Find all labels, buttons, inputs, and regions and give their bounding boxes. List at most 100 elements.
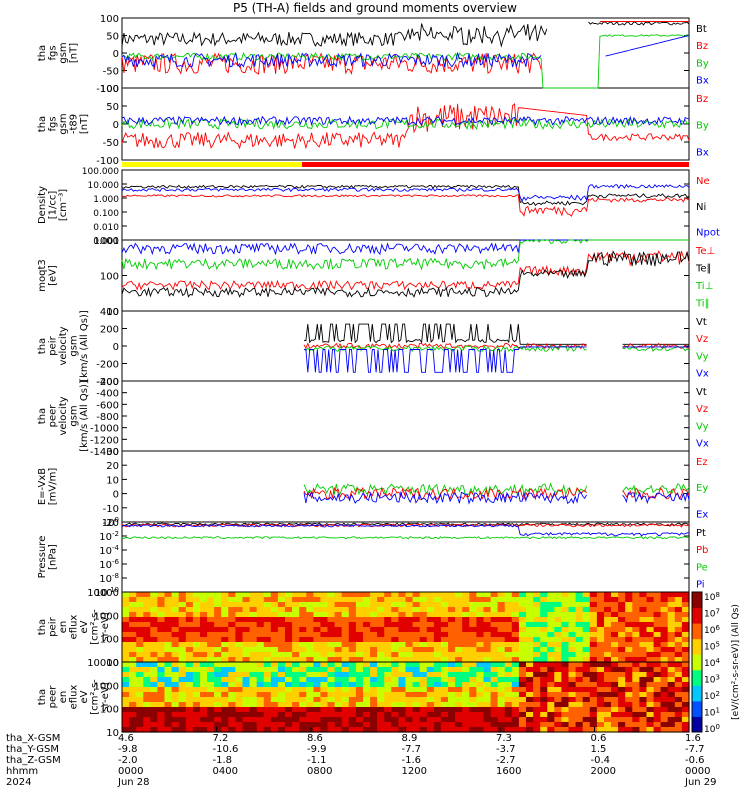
spectrogram-cell [122,707,130,713]
spectrogram-cell [192,717,201,723]
spectrogram-cell [285,722,293,728]
spectrogram-cell [681,672,690,678]
spectrogram-cell [256,657,265,663]
spectrogram-cell [398,627,407,633]
spectrogram-cell [150,717,158,723]
spectrogram-cell [533,682,541,688]
spectrogram-cell [611,617,619,623]
spectrogram-cell [582,702,591,708]
spectrogram-cell [405,667,414,673]
spectrogram-cell [263,607,272,613]
ytick-label: 10.000 [88,181,120,191]
spectrogram-cell [405,607,414,613]
spectrogram-cell [504,632,513,638]
spectrogram-cell [200,697,208,703]
spectrogram-cell [632,597,640,603]
spectrogram-cell [341,602,350,608]
spectrogram-cell [235,652,244,658]
spectrogram-cell [228,642,236,648]
spectrogram-cell [518,712,527,718]
ylabel-line: gsm [58,113,69,134]
spectrogram-cell [660,592,669,598]
spectrogram-cell [653,702,662,708]
spectrogram-cell [497,632,506,638]
spectrogram-cell [129,677,137,683]
spectrogram-cell [440,662,449,668]
spectrogram-cell [341,647,350,653]
spectrogram-cell [526,692,534,698]
spectrogram-cell [249,612,258,618]
spectrogram-cell [433,642,442,648]
spectrogram-cell [221,712,229,718]
ytick-exponent: -2 [112,530,119,538]
spectrogram-cell [122,627,130,633]
spectrogram-cell [511,627,520,633]
spectrogram-cell [561,662,570,668]
ytick-label: -1400 [90,447,119,458]
ylabel-line: velocity [58,326,69,365]
ytick-label: 20 [106,461,119,472]
ytick-label: -200 [96,360,119,371]
spectrogram-cell [270,622,279,628]
spectrogram-cell [490,647,499,653]
spectrogram-cell [384,687,392,693]
spectrogram-cell [171,712,180,718]
spectrogram-cell [164,687,173,693]
ytick-label: -400 [96,389,119,400]
spectrogram-cell [575,697,584,703]
spectrogram-cell [370,617,378,623]
spectrogram-cell [214,622,222,628]
spectrogram-cell [660,632,669,638]
spectrogram-cell [299,662,307,668]
spectrogram-cell [327,652,336,658]
spectrogram-cell [320,632,329,638]
spectrogram-cell [433,687,442,693]
spectrogram-cell [632,712,640,718]
spectrogram-cell [497,712,506,718]
spectrogram-cell [185,612,194,618]
spectrogram-cell [483,647,492,653]
ytick-label: -100 [96,156,119,167]
spectrogram-cell [589,597,598,603]
spectrogram-cell [164,657,173,663]
spectrogram-cell [327,632,336,638]
spectrogram-cell [681,662,690,668]
spectrogram-cell [667,637,676,643]
spectrogram-cell [653,632,662,638]
spectrogram-cell [412,657,421,663]
spectrogram-cell [483,622,492,628]
spectrogram-cell [384,647,392,653]
ylabel-line: [cm²-s- [90,679,101,715]
spectrogram-cell [242,612,251,618]
spectrogram-cell [270,642,279,648]
spectrogram-cell [263,617,272,623]
spectrogram-cell [355,717,364,723]
ytick-label: 0 [113,342,119,353]
spectrogram-cell [306,592,314,598]
spectrogram-cell [526,707,534,713]
spectrogram-cell [681,627,690,633]
spectrogram-cell [256,702,265,708]
spectrogram-cell [122,697,130,703]
spectrogram-cell [320,597,329,603]
spectrogram-cell [327,597,336,603]
spectrogram-cell [440,682,449,688]
spectrogram-cell [306,627,314,633]
spectrogram-cell [270,617,279,623]
spectrogram-cell [341,722,350,728]
spectrogram-cell [355,632,364,638]
spectrogram-cell [185,627,194,633]
spectrogram-cell [370,597,378,603]
spectrogram-cell [618,592,626,598]
spectrogram-cell [242,652,251,658]
spectrogram-cell [136,617,144,623]
spectrogram-cell [618,652,626,658]
spectrogram-cell [433,612,442,618]
spectrogram-cell [157,617,166,623]
spectrogram-cell [235,707,244,713]
spectrogram-cell [462,647,470,653]
spectrogram-cell [277,712,286,718]
spectrogram-cell [632,657,640,663]
spectrogram-cell [632,717,640,723]
spectrogram-cell [228,672,236,678]
